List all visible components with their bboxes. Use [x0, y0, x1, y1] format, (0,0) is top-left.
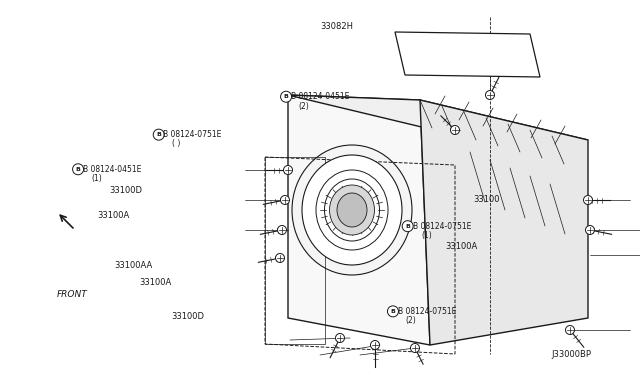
Circle shape	[153, 129, 164, 140]
Ellipse shape	[302, 155, 402, 265]
Text: (1): (1)	[91, 174, 102, 183]
Text: B: B	[405, 224, 410, 229]
Text: 33100A: 33100A	[445, 242, 477, 251]
Circle shape	[486, 90, 495, 99]
Circle shape	[371, 340, 380, 350]
Text: 33082H: 33082H	[320, 22, 353, 31]
Text: (2): (2)	[406, 316, 417, 325]
Circle shape	[280, 196, 289, 205]
Text: B: B	[156, 132, 161, 137]
Text: 33100A: 33100A	[140, 278, 172, 287]
Text: B: B	[390, 309, 396, 314]
Circle shape	[451, 125, 460, 135]
Circle shape	[72, 164, 84, 175]
Circle shape	[584, 196, 593, 205]
Text: 33100A: 33100A	[97, 211, 129, 219]
Text: J33000BP: J33000BP	[552, 350, 591, 359]
Text: B: B	[76, 167, 81, 172]
Polygon shape	[288, 95, 430, 345]
Circle shape	[402, 221, 413, 232]
Circle shape	[280, 91, 292, 102]
Text: B 08124-0751E: B 08124-0751E	[413, 222, 471, 231]
Text: (1): (1)	[421, 231, 432, 240]
Text: B 08124-0451E: B 08124-0451E	[291, 92, 349, 101]
Circle shape	[335, 334, 344, 343]
Ellipse shape	[292, 145, 412, 275]
Polygon shape	[288, 95, 588, 140]
Text: B 08124-0751E: B 08124-0751E	[398, 307, 456, 316]
Ellipse shape	[324, 179, 380, 241]
Circle shape	[566, 326, 575, 334]
Text: 33100D: 33100D	[109, 186, 142, 195]
Text: 33100AA: 33100AA	[114, 262, 152, 270]
Ellipse shape	[337, 193, 367, 227]
Circle shape	[410, 343, 419, 353]
Ellipse shape	[316, 170, 388, 250]
Polygon shape	[420, 100, 588, 345]
Circle shape	[275, 253, 285, 263]
Circle shape	[586, 225, 595, 234]
Text: B: B	[284, 94, 289, 99]
Text: (2): (2)	[298, 102, 309, 110]
Circle shape	[284, 166, 292, 174]
Polygon shape	[395, 32, 540, 77]
Text: ( ): ( )	[172, 140, 180, 148]
Text: 33100D: 33100D	[172, 312, 205, 321]
Circle shape	[278, 225, 287, 234]
Text: FRONT: FRONT	[56, 290, 87, 299]
Text: 33100: 33100	[474, 195, 500, 203]
Text: B 08124-0751E: B 08124-0751E	[163, 130, 221, 139]
Text: B 08124-0451E: B 08124-0451E	[83, 165, 141, 174]
Ellipse shape	[330, 185, 374, 235]
Circle shape	[387, 306, 399, 317]
